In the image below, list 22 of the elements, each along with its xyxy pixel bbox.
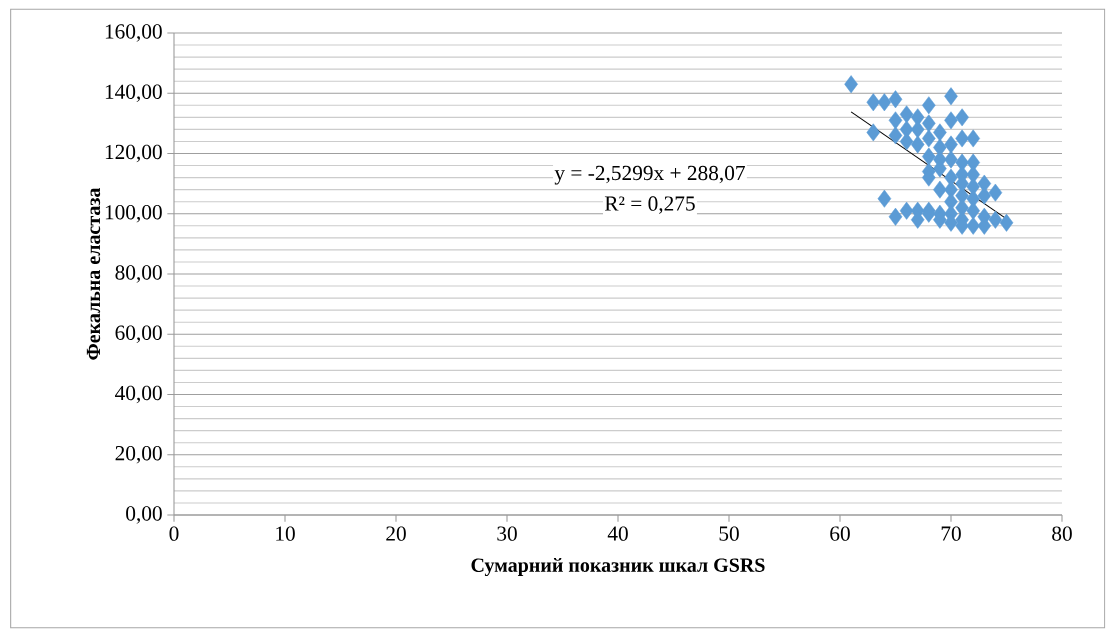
y-tick-label: 20,00 [115,446,162,464]
y-tick-label: 60,00 [115,325,162,343]
y-tick-label: 160,00 [105,24,162,42]
y-tick-label: 120,00 [105,144,162,163]
x-axis-title: Сумарний показник шкал GSRS [471,557,765,577]
x-tick-label: 40 [607,526,628,541]
x-tick-label: 10 [276,526,295,541]
x-tick-label: 30 [497,526,517,541]
x-tick-label: 50 [719,526,739,541]
y-tick-label: 0,00 [126,506,162,524]
y-axis-title: Фекальна еластаза [86,187,101,360]
x-tick-label: 20 [386,526,406,541]
x-tick-label: 60 [830,526,850,541]
x-tick-label: 80 [1052,526,1072,541]
annotation: R² = 0,275 [604,196,695,214]
y-tick-label: 80,00 [115,265,162,283]
y-tick-label: 140,00 [105,84,162,102]
annotation: y = -2,5299x + 288,07 [554,165,745,185]
x-tick-label: 70 [941,526,961,541]
y-tick-label: 100,00 [105,205,162,223]
y-tick-label: 40,00 [115,385,162,404]
x-tick-label: 0 [169,526,179,541]
